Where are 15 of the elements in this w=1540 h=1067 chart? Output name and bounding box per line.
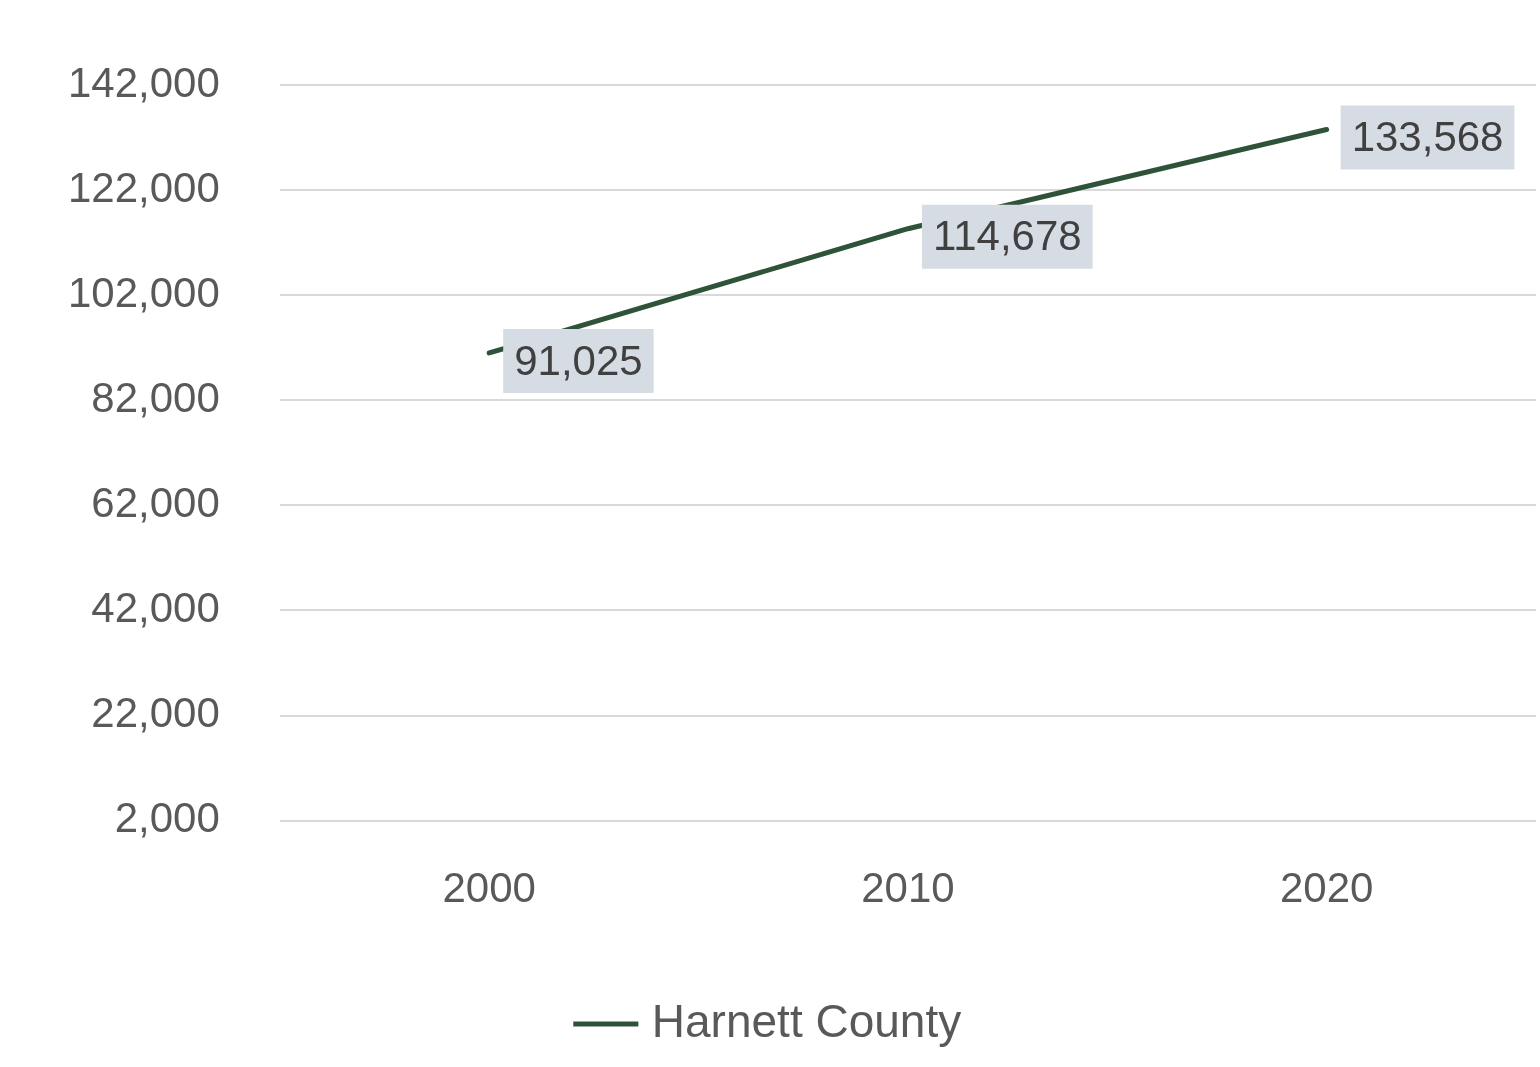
legend-label: Harnett County bbox=[651, 994, 962, 1047]
data-label: 114,678 bbox=[932, 212, 1082, 260]
y-tick-label: 62,000 bbox=[91, 479, 220, 527]
data-label: 133,568 bbox=[1351, 113, 1504, 161]
y-tick-label: 42,000 bbox=[91, 584, 220, 632]
x-tick-label: 2010 bbox=[861, 864, 955, 912]
y-tick-label: 122,000 bbox=[67, 163, 220, 211]
y-tick-label: 22,000 bbox=[91, 689, 220, 737]
x-tick-label: 2020 bbox=[1279, 864, 1374, 912]
y-tick-label: 142,000 bbox=[67, 58, 220, 106]
y-tick-label: 2,000 bbox=[114, 794, 220, 842]
y-tick-label: 82,000 bbox=[91, 373, 220, 421]
data-label: 91,025 bbox=[514, 336, 643, 384]
x-tick-label: 2000 bbox=[442, 864, 536, 912]
y-tick-label: 102,000 bbox=[67, 268, 220, 316]
